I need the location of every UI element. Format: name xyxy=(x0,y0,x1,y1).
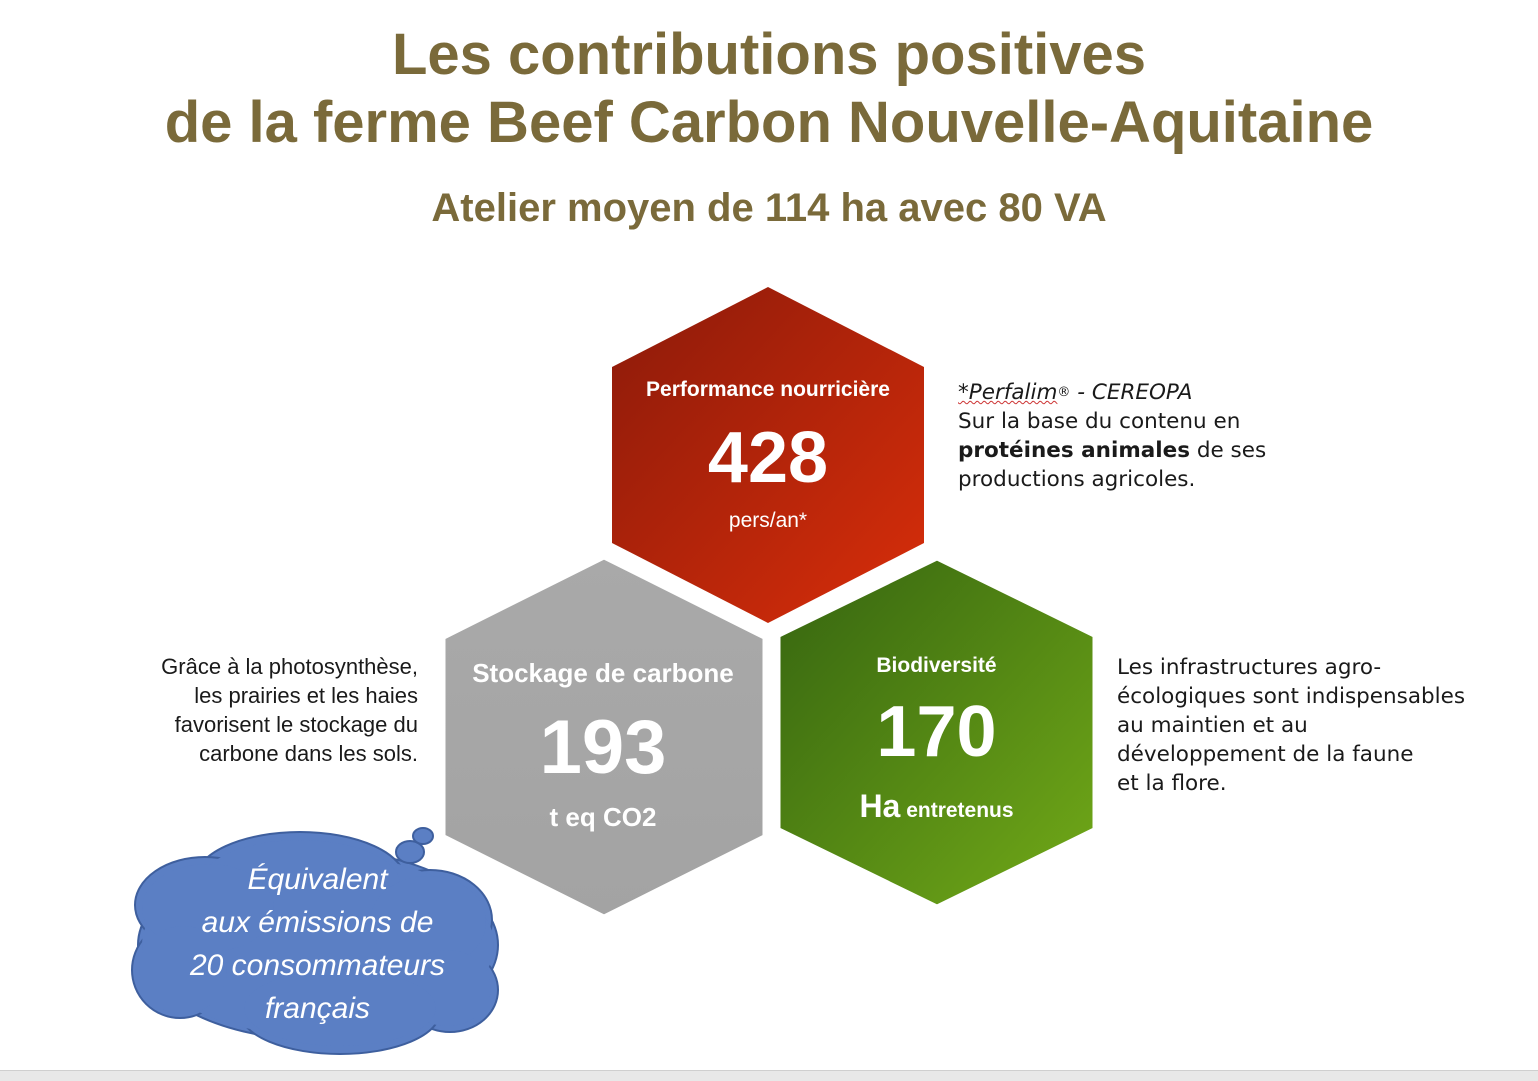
hexagon-carbon xyxy=(442,556,766,918)
cloud-line-3: 20 consommateurs xyxy=(189,949,446,982)
biodiversity-note-line-2: écologiques sont indispensables xyxy=(1117,684,1466,709)
bottom-edge-bar xyxy=(0,1070,1538,1081)
biodiversity-unit-main: Ha xyxy=(859,788,901,824)
food-note-source: *Perfalim® - CEREOPA xyxy=(958,380,1193,405)
carbon-unit: t eq CO2 xyxy=(549,802,657,832)
biodiversity-note-line-3: au maintien et au xyxy=(1117,713,1308,738)
carbon-label: Stockage de carbone xyxy=(472,658,734,688)
carbon-note-line-2: les prairies et les haies xyxy=(194,683,418,708)
page-subtitle: Atelier moyen de 114 ha avec 80 VA xyxy=(431,186,1107,230)
biodiversity-note-line-4: développement de la faune xyxy=(1117,742,1414,767)
carbon-value: 193 xyxy=(539,705,667,790)
biodiversity-note: Les infrastructures agro- écologiques so… xyxy=(1117,653,1517,798)
carbon-note: Grâce à la photosynthèse, les prairies e… xyxy=(118,652,418,768)
page-title-line-2: de la ferme Beef Carbon Nouvelle-Aquitai… xyxy=(164,90,1374,155)
carbon-note-line-3: favorisent le stockage du xyxy=(174,712,418,737)
food-note-line-3: productions agricoles. xyxy=(958,467,1196,492)
cloud-text: Équivalent aux émissions de 20 consommat… xyxy=(150,858,485,1030)
biodiversity-unit-rest: entretenus xyxy=(906,799,1014,822)
food-unit: pers/an* xyxy=(728,509,808,532)
cloud-line-2: aux émissions de xyxy=(201,906,434,939)
biodiversity-value: 170 xyxy=(876,692,997,772)
hexagon-biodiversity xyxy=(777,557,1096,908)
cloud-line-4: français xyxy=(264,992,371,1025)
carbon-note-line-1: Grâce à la photosynthèse, xyxy=(161,654,418,679)
biodiversity-unit: Ha entretenus xyxy=(779,788,1094,825)
food-note-line-1: Sur la base du contenu en xyxy=(958,409,1241,434)
hexagon-food xyxy=(612,287,924,623)
food-note: *Perfalim® - CEREOPA Sur la base du cont… xyxy=(958,378,1288,494)
carbon-note-line-4: carbone dans les sols. xyxy=(199,741,418,766)
biodiversity-note-line-1: Les infrastructures agro- xyxy=(1117,655,1382,680)
cloud-line-1: Équivalent xyxy=(247,863,388,896)
cloud-fill-overlay xyxy=(139,840,494,1046)
page-title-line-1: Les contributions positives xyxy=(391,22,1147,87)
biodiversity-label: Biodiversité xyxy=(876,654,997,677)
biodiversity-note-line-5: et la flore. xyxy=(1117,771,1227,796)
food-value: 428 xyxy=(707,418,829,498)
food-label: Performance nourricière xyxy=(646,378,890,401)
food-note-line-2: protéines animales de ses xyxy=(958,438,1267,463)
